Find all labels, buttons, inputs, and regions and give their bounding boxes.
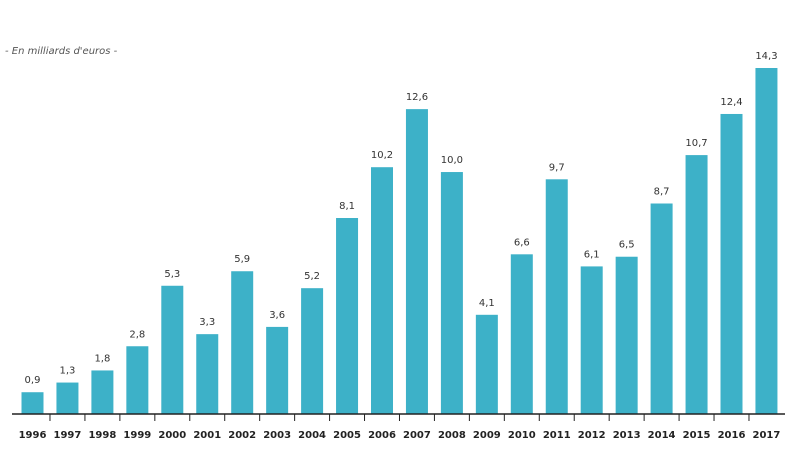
bar-2000	[161, 285, 184, 414]
bar-2010	[510, 254, 533, 414]
value-label-2005: 8,1	[339, 201, 355, 212]
tick-label-2017: 2017	[753, 430, 781, 441]
tick-label-2007: 2007	[403, 430, 431, 441]
value-label-2012: 6,1	[584, 249, 600, 260]
value-label-2013: 6,5	[619, 240, 635, 251]
bar-2009	[475, 314, 498, 414]
bar-1996	[21, 392, 44, 414]
bar-2006	[371, 167, 393, 414]
bar-1999	[126, 346, 149, 414]
value-label-1996: 0,9	[25, 375, 41, 386]
bar-2016	[720, 113, 743, 414]
value-label-2014: 8,7	[654, 187, 670, 198]
x-axis-ticks	[49, 414, 750, 421]
value-label-2007: 12,6	[406, 92, 428, 103]
value-label-1998: 1,8	[94, 353, 110, 364]
bar-2013	[615, 256, 638, 414]
value-label-1997: 1,3	[59, 366, 75, 377]
tick-label-2005: 2005	[333, 430, 361, 441]
tick-label-2016: 2016	[718, 430, 746, 441]
value-label-2001: 3,3	[199, 317, 215, 328]
tick-label-1996: 1996	[19, 430, 47, 441]
value-label-2002: 5,9	[234, 254, 250, 265]
tick-label-2002: 2002	[228, 430, 256, 441]
bar-2015	[685, 155, 708, 414]
value-label-2015: 10,7	[685, 138, 707, 149]
tick-label-2008: 2008	[438, 430, 466, 441]
bar-2005	[336, 218, 359, 414]
bar-1997	[56, 382, 79, 414]
value-label-2016: 12,4	[720, 97, 742, 108]
bar-2014	[650, 203, 673, 414]
bar-2001	[196, 334, 219, 414]
tick-label-2009: 2009	[473, 430, 501, 441]
value-labels-group: 0,9 1,3 1,8 2,8 5,3 3,3 5,9 3,6 5,2 8,1 10,2 12,6 10…	[25, 51, 778, 386]
tick-label-1999: 1999	[123, 430, 151, 441]
value-label-2006: 10,2	[371, 150, 393, 161]
tick-label-2001: 2001	[193, 430, 221, 441]
x-axis-tick-labels: 1996 1997 1998 1999 2000 2001 2002 2003 2004 2005…	[19, 430, 781, 441]
bar-2008	[440, 172, 463, 414]
value-label-2017: 14,3	[755, 51, 777, 62]
tick-label-2003: 2003	[263, 430, 291, 441]
tick-label-1997: 1997	[54, 430, 82, 441]
bar-2002	[231, 271, 254, 414]
value-label-2011: 9,7	[549, 162, 565, 173]
value-label-1999: 2,8	[129, 329, 145, 340]
tick-label-2006: 2006	[368, 430, 396, 441]
tick-label-2010: 2010	[508, 430, 536, 441]
tick-label-2014: 2014	[648, 430, 676, 441]
value-label-2000: 5,3	[164, 269, 180, 280]
value-label-2008: 10,0	[441, 155, 463, 166]
bar-2017	[755, 68, 778, 414]
bar-2007	[405, 109, 428, 414]
tick-label-2004: 2004	[298, 430, 326, 441]
bar-2011	[545, 179, 568, 414]
value-label-2003: 3,6	[269, 310, 285, 321]
tick-label-2000: 2000	[158, 430, 186, 441]
unit-note: - En milliards d'euros -	[5, 46, 118, 57]
value-label-2010: 6,6	[514, 237, 530, 248]
tick-label-2012: 2012	[578, 430, 606, 441]
bar-2004	[301, 288, 324, 414]
tick-label-2011: 2011	[543, 430, 571, 441]
tick-label-1998: 1998	[88, 430, 116, 441]
value-label-2004: 5,2	[304, 271, 320, 282]
value-label-2009: 4,1	[479, 298, 495, 309]
bars-group	[21, 68, 778, 414]
bar-1998	[91, 370, 114, 414]
bar-2003	[266, 326, 289, 414]
tick-label-2015: 2015	[683, 430, 711, 441]
tick-label-2013: 2013	[613, 430, 641, 441]
bar-2012	[580, 266, 603, 414]
